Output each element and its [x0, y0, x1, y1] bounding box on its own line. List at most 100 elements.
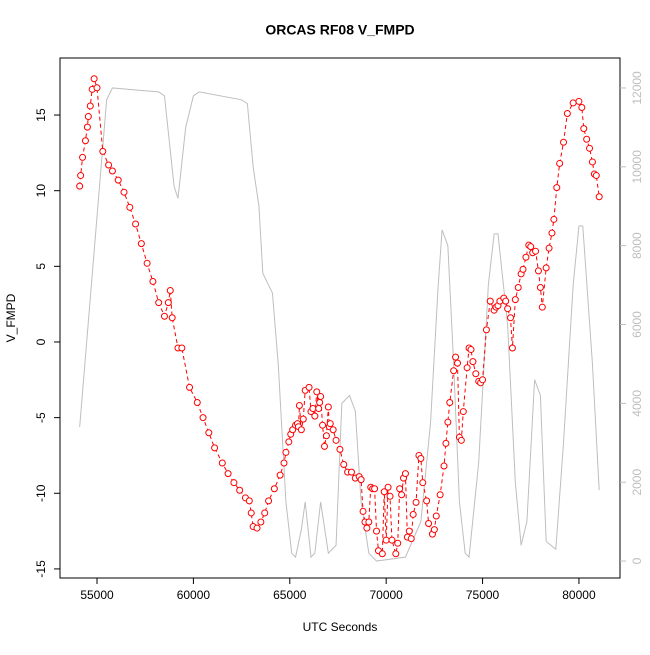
- point: [270, 485, 278, 493]
- point: [569, 99, 577, 107]
- point: [532, 247, 540, 255]
- x-tick-label: 70000: [369, 588, 403, 602]
- point: [340, 461, 348, 469]
- point: [90, 75, 98, 83]
- point: [319, 421, 327, 429]
- point: [285, 438, 293, 446]
- point: [247, 509, 255, 517]
- point: [309, 405, 317, 413]
- point: [86, 102, 94, 110]
- point: [575, 97, 583, 105]
- y2-tick-label: 6000: [630, 311, 644, 338]
- point: [280, 459, 288, 467]
- point: [382, 536, 390, 544]
- y-axis-label: V_FMPD: [4, 293, 18, 342]
- x-axis-label: UTC Seconds: [303, 620, 378, 634]
- point: [453, 359, 461, 367]
- point: [595, 193, 603, 201]
- point: [536, 284, 544, 292]
- point: [205, 429, 213, 437]
- y-tick-label: -5: [34, 412, 48, 423]
- point: [423, 497, 431, 505]
- point: [99, 147, 107, 155]
- point: [545, 244, 553, 252]
- point: [114, 176, 122, 184]
- point: [149, 277, 157, 285]
- point: [178, 344, 186, 352]
- point: [166, 287, 174, 295]
- point: [514, 284, 522, 292]
- y2-tick-label: 10000: [630, 150, 644, 184]
- point: [522, 253, 530, 261]
- y-tick-label: 5: [34, 263, 48, 270]
- point: [482, 326, 490, 334]
- point: [588, 158, 596, 166]
- point: [93, 84, 101, 92]
- point: [538, 303, 546, 311]
- point: [365, 518, 373, 526]
- point: [282, 448, 290, 456]
- point: [432, 512, 440, 520]
- y2-tick-label: 4000: [630, 390, 644, 417]
- point: [563, 110, 571, 118]
- point: [386, 492, 394, 500]
- point: [137, 240, 145, 248]
- point: [363, 524, 371, 532]
- point: [81, 137, 89, 145]
- point: [245, 497, 253, 505]
- plot-frame: [59, 57, 621, 579]
- point: [508, 344, 516, 352]
- point: [218, 459, 226, 467]
- point: [311, 412, 319, 420]
- point: [193, 398, 201, 406]
- point: [519, 265, 527, 273]
- point: [472, 370, 480, 378]
- point: [299, 415, 307, 423]
- point: [276, 471, 284, 479]
- point: [120, 188, 128, 196]
- x-tick-label: 65000: [273, 588, 307, 602]
- point: [332, 436, 340, 444]
- point: [388, 536, 396, 544]
- point: [419, 479, 427, 487]
- point: [417, 454, 425, 462]
- point: [336, 445, 344, 453]
- point: [329, 426, 337, 434]
- x-tick-label: 55000: [80, 588, 114, 602]
- point: [132, 220, 140, 228]
- point: [407, 535, 415, 543]
- point: [186, 383, 194, 391]
- point: [257, 518, 265, 526]
- chart-title: ORCAS RF08 V_FMPD: [265, 22, 414, 38]
- point: [347, 468, 355, 476]
- point: [380, 488, 388, 496]
- point: [315, 405, 323, 413]
- line: [79, 87, 600, 562]
- point: [430, 526, 438, 534]
- point: [450, 367, 458, 375]
- point: [76, 182, 84, 190]
- point: [143, 259, 151, 267]
- point: [261, 509, 269, 517]
- point: [550, 215, 558, 223]
- point: [560, 138, 568, 146]
- point: [592, 172, 600, 180]
- point: [160, 312, 168, 320]
- point: [305, 383, 313, 391]
- point: [371, 485, 379, 493]
- point: [398, 491, 406, 499]
- point: [452, 353, 460, 361]
- point: [401, 470, 409, 478]
- point: [583, 135, 591, 143]
- point: [316, 398, 324, 406]
- point: [317, 392, 325, 400]
- point: [211, 444, 219, 452]
- y2-tick-label: 12000: [630, 71, 644, 105]
- point: [446, 398, 454, 406]
- point: [359, 507, 367, 515]
- point: [459, 408, 467, 416]
- y2-tick-label: 0: [630, 557, 644, 564]
- point: [586, 144, 594, 152]
- point: [378, 550, 386, 558]
